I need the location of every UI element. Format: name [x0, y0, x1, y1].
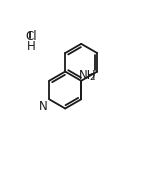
Text: N: N	[39, 100, 48, 113]
Text: Cl: Cl	[25, 30, 37, 43]
Text: H: H	[27, 40, 35, 53]
Text: NH: NH	[79, 69, 96, 82]
Text: 2: 2	[89, 73, 94, 82]
